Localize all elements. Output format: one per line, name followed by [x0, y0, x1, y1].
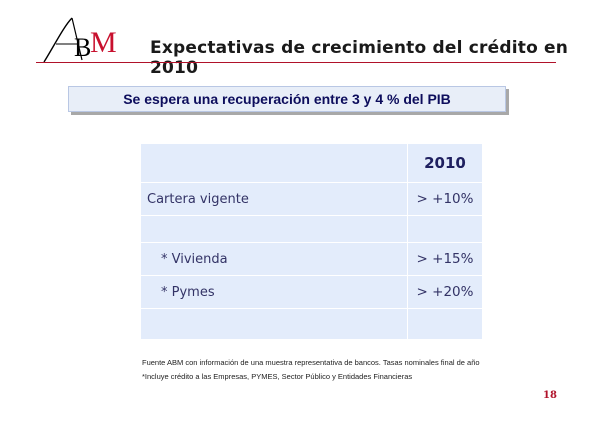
empty-cell	[140, 215, 408, 243]
svg-text:B: B	[74, 33, 91, 62]
empty-cell	[407, 215, 483, 243]
row-label: Cartera vigente	[140, 182, 408, 216]
row-label: * Pymes	[140, 275, 408, 309]
table-row: * Pymes > +20%	[140, 275, 483, 309]
credit-growth-table: 2010 Cartera vigente > +10% * Vivienda >…	[140, 143, 483, 340]
table-row: Cartera vigente > +10%	[140, 182, 483, 216]
source-footnote: Fuente ABM con información de una muestr…	[142, 358, 480, 367]
empty-cell	[407, 308, 483, 340]
table-row-empty	[140, 215, 483, 243]
abm-logo: B M	[43, 17, 117, 63]
table-header-blank	[140, 143, 408, 183]
page-number: 18	[543, 390, 557, 401]
row-value: > +20%	[407, 275, 483, 309]
note-footnote: *Incluye crédito a las Empresas, PYMES, …	[142, 372, 413, 381]
empty-cell	[140, 308, 408, 340]
row-value: > +15%	[407, 242, 483, 276]
year-header: 2010	[407, 143, 483, 183]
row-label: * Vivienda	[140, 242, 408, 276]
svg-text:M: M	[90, 26, 117, 59]
title-divider	[36, 62, 556, 63]
table-row: * Vivienda > +15%	[140, 242, 483, 276]
row-value: > +10%	[407, 182, 483, 216]
table-header-row: 2010	[140, 143, 483, 183]
page-title: Expectativas de crecimiento del crédito …	[150, 38, 569, 78]
headline-banner: Se espera una recuperación entre 3 y 4 %…	[68, 86, 506, 112]
table-row-empty	[140, 308, 483, 340]
